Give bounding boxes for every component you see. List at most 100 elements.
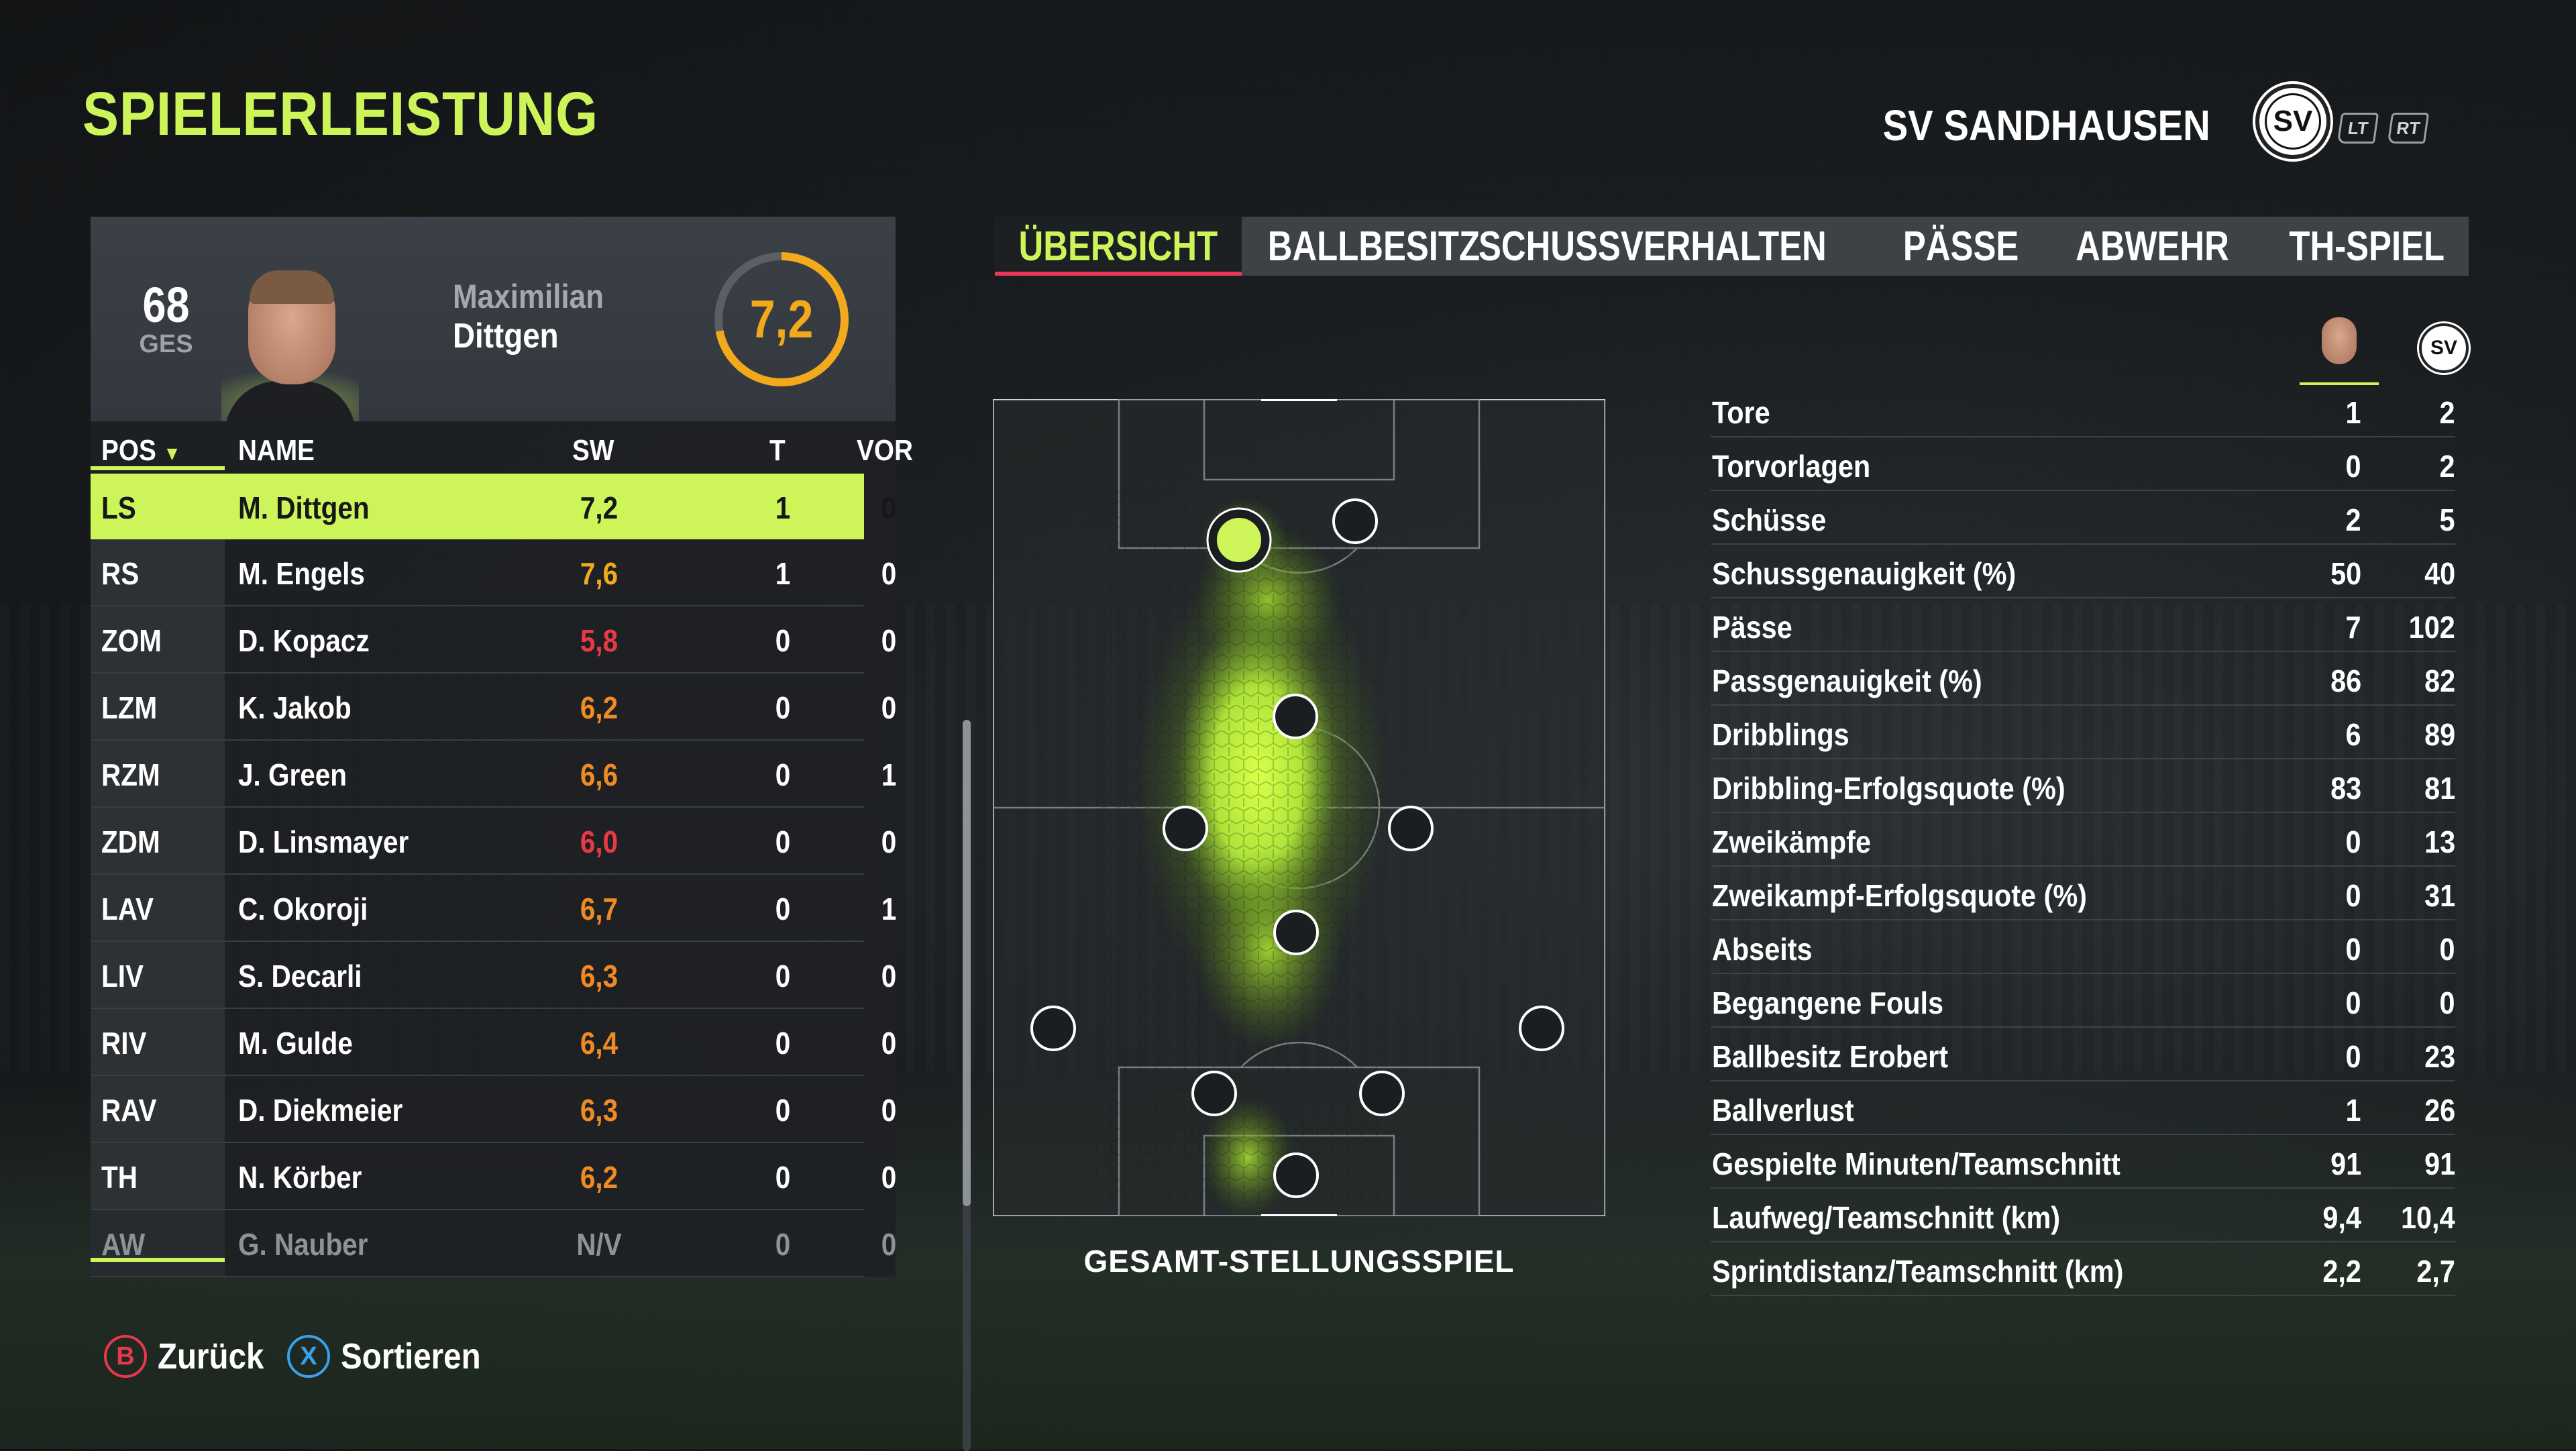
player-position: ZOM xyxy=(101,623,162,658)
stat-label: Schüsse xyxy=(1712,502,1827,537)
teammate-marker xyxy=(1273,910,1319,955)
player-goals: 0 xyxy=(775,1227,791,1262)
stat-club-value: 89 xyxy=(2424,717,2455,752)
stat-row: Abseits 0 0 xyxy=(1711,920,2455,974)
player-name: M. Gulde xyxy=(238,1026,353,1061)
player-position: LAV xyxy=(101,892,154,926)
tab-label: PÄSSE xyxy=(1902,223,2019,270)
position-cell xyxy=(91,741,225,806)
stat-row: Gespielte Minuten/Teamschnitt 91 91 xyxy=(1711,1135,2455,1189)
stat-club-value: 40 xyxy=(2424,556,2455,591)
player-position: LS xyxy=(101,490,136,525)
table-row[interactable]: AW G. Nauber N/V 0 0 xyxy=(91,1210,896,1277)
table-row[interactable]: ZDM D. Linsmayer 6,0 0 0 xyxy=(91,808,896,875)
position-cell xyxy=(91,1009,225,1075)
player-assists: 1 xyxy=(881,892,897,926)
header-vor[interactable]: VOR xyxy=(857,434,913,467)
player-assists: 0 xyxy=(881,623,897,658)
stat-label: Gespielte Minuten/Teamschnitt xyxy=(1712,1146,2121,1181)
stat-club-value: 0 xyxy=(2439,932,2455,967)
player-position: LIV xyxy=(101,959,144,993)
player-name: S. Decarli xyxy=(238,959,362,993)
x-button-icon: X xyxy=(287,1335,330,1378)
sort-down-icon: ▼ xyxy=(163,443,181,465)
stat-label: Dribbling-Erfolgsquote (%) xyxy=(1712,771,2065,806)
stat-club-value: 2,7 xyxy=(2416,1254,2455,1289)
player-assists: 0 xyxy=(881,1026,897,1061)
table-row[interactable]: LZM K. Jakob 6,2 0 0 xyxy=(91,674,896,741)
player-assists: 0 xyxy=(881,1160,897,1195)
sort-button[interactable]: X Sortieren xyxy=(287,1335,500,1378)
tab-passing[interactable]: PÄSSE xyxy=(1827,217,2095,276)
table-row[interactable]: RS M. Engels 7,6 1 0 xyxy=(91,539,896,606)
table-row[interactable]: ZOM D. Kopacz 5,8 0 0 xyxy=(91,606,896,674)
player-header: 68 GES Maximilian Dittgen 7,2 xyxy=(91,217,896,421)
tab-possession[interactable]: BALLBESITZ xyxy=(1240,217,1508,276)
b-button-icon: B xyxy=(104,1335,147,1378)
selected-player-marker xyxy=(1208,508,1271,572)
tab-label: TH-SPIEL xyxy=(2289,223,2445,270)
stat-club-value: 0 xyxy=(2439,985,2455,1020)
player-position: RIV xyxy=(101,1026,147,1061)
rt-shoulder-icon[interactable]: RT xyxy=(2387,113,2430,144)
table-row[interactable]: TH N. Körber 6,2 0 0 xyxy=(91,1143,896,1210)
player-list-scrollbar[interactable] xyxy=(963,720,971,1451)
header-name[interactable]: NAME xyxy=(238,434,315,467)
player-match-rating: 5,8 xyxy=(580,623,619,658)
player-match-rating: 7,2 xyxy=(580,490,619,525)
table-row[interactable]: LAV C. Okoroji 6,7 0 1 xyxy=(91,875,896,942)
player-match-rating: 6,4 xyxy=(580,1026,619,1061)
heat-zones xyxy=(1093,486,1389,1216)
stat-label: Zweikämpfe xyxy=(1712,824,1871,859)
table-header: POS ▼ NAME SW T VOR xyxy=(91,425,913,473)
stat-player-value: 0 xyxy=(2345,824,2361,859)
player-match-rating: N/V xyxy=(576,1227,622,1262)
stat-club-value: 10,4 xyxy=(2401,1200,2455,1235)
stat-player-value: 0 xyxy=(2345,878,2361,913)
stat-player-value: 1 xyxy=(2345,395,2361,430)
player-last-name: Dittgen xyxy=(453,317,559,356)
match-rating-value: 7,2 xyxy=(749,289,814,349)
player-table-body: LS M. Dittgen 7,2 1 0 RS M. Engels 7,6 1 0 ZOM D. K… xyxy=(91,474,896,1277)
tab-shooting[interactable]: SCHUSSVERHALTEN xyxy=(1479,217,1827,276)
stat-row: Passgenauigkeit (%) 86 82 xyxy=(1711,652,2455,706)
player-position-markers xyxy=(1030,498,1564,1198)
player-goals: 0 xyxy=(775,1093,791,1128)
stat-label: Passgenauigkeit (%) xyxy=(1712,663,1982,698)
player-match-rating: 6,2 xyxy=(580,690,619,725)
tab-overview[interactable]: ÜBERSICHT xyxy=(995,217,1242,276)
stat-player-value: 9,4 xyxy=(2322,1200,2361,1235)
player-assists: 0 xyxy=(881,490,897,525)
stat-row: Pässe 7 102 xyxy=(1711,598,2455,652)
tab-defending[interactable]: ABWEHR xyxy=(2018,217,2286,276)
player-position: RAV xyxy=(101,1093,157,1128)
player-name: D. Linsmayer xyxy=(238,824,409,859)
stat-club-value: 31 xyxy=(2424,878,2455,913)
player-name: N. Körber xyxy=(238,1160,362,1195)
header-sw[interactable]: SW xyxy=(572,434,614,467)
tab-label: SCHUSSVERHALTEN xyxy=(1478,223,1827,270)
position-cell xyxy=(91,808,225,873)
lt-shoulder-icon[interactable]: LT xyxy=(2337,113,2379,144)
stat-row: Begangene Fouls 0 0 xyxy=(1711,974,2455,1028)
player-goals: 0 xyxy=(775,623,791,658)
stat-row: Dribblings 6 89 xyxy=(1711,706,2455,759)
back-button[interactable]: B Zurück xyxy=(104,1335,278,1378)
header-pos[interactable]: POS ▼ xyxy=(101,434,181,467)
scrollbar-thumb[interactable] xyxy=(963,720,971,1206)
table-row[interactable]: RAV D. Diekmeier 6,3 0 0 xyxy=(91,1076,896,1143)
header-t[interactable]: T xyxy=(769,434,786,467)
stat-player-value: 7 xyxy=(2345,610,2361,645)
stat-label: Ballverlust xyxy=(1712,1093,1854,1128)
stat-club-value: 82 xyxy=(2424,663,2455,698)
stat-label: Torvorlagen xyxy=(1712,449,1871,484)
table-row[interactable]: LS M. Dittgen 7,2 1 0 xyxy=(91,474,896,539)
player-assists: 0 xyxy=(881,1227,897,1262)
player-assists: 0 xyxy=(881,959,897,993)
table-row[interactable]: RIV M. Gulde 6,4 0 0 xyxy=(91,1009,896,1076)
table-row[interactable]: LIV S. Decarli 6,3 0 0 xyxy=(91,942,896,1009)
player-assists: 0 xyxy=(881,690,897,725)
table-row[interactable]: RZM J. Green 6,6 0 1 xyxy=(91,741,896,808)
tab-goalkeeping[interactable]: TH-SPIEL xyxy=(2233,217,2501,276)
player-name: J. Green xyxy=(238,757,347,792)
